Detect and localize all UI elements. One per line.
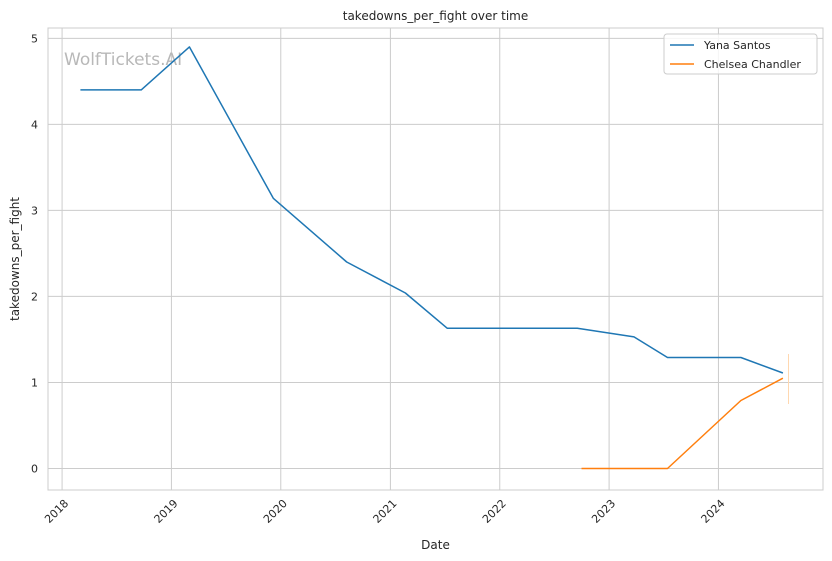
y-tick-label: 1 xyxy=(31,376,38,389)
legend-box xyxy=(663,33,818,75)
legend-label-yana-santos: Yana Santos xyxy=(703,39,771,52)
series-line-chelsea-chandler xyxy=(581,377,784,470)
y-tick-label: 3 xyxy=(31,204,38,217)
legend-label-chelsea-chandler: Chelsea Chandler xyxy=(704,58,801,71)
chart-title: takedowns_per_fight over time xyxy=(343,9,529,23)
y-tick-label: 5 xyxy=(31,32,38,45)
x-axis-label: Date xyxy=(421,538,450,552)
y-axis-label: takedowns_per_fight xyxy=(8,197,22,321)
y-ticks: 0 1 2 3 4 5 xyxy=(31,32,38,475)
y-tick-label: 0 xyxy=(31,462,38,475)
series-line-yana-santos xyxy=(80,46,784,374)
y-tick-label: 4 xyxy=(31,118,38,131)
plot-frame xyxy=(47,27,824,491)
legend: Yana Santos Chelsea Chandler xyxy=(663,33,818,75)
y-tick-label: 2 xyxy=(31,290,38,303)
grid xyxy=(48,28,823,490)
watermark: WolfTickets.AI xyxy=(64,50,182,70)
series-layer xyxy=(80,46,784,470)
